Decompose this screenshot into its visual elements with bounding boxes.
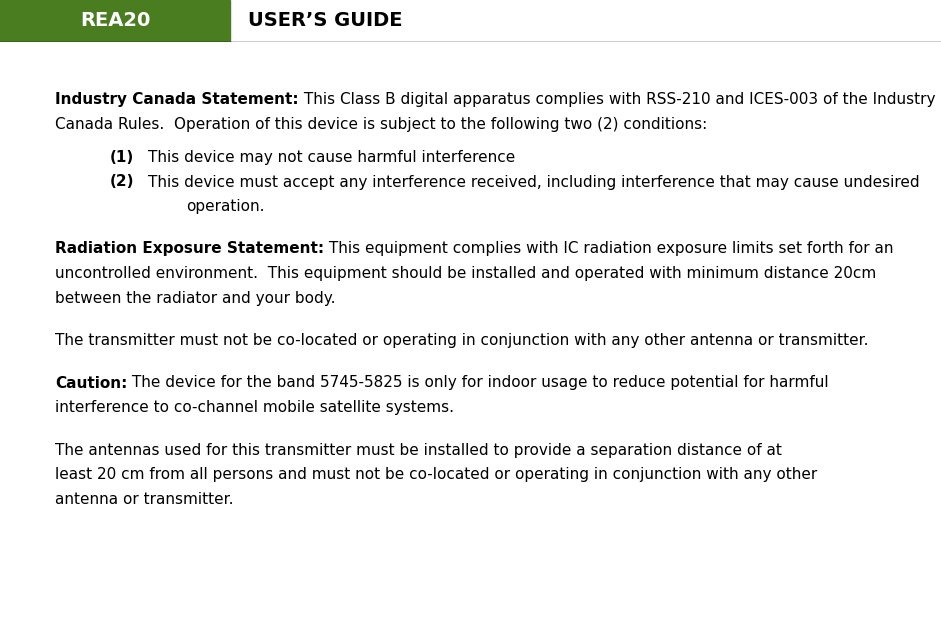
Text: Industry Canada Statement:: Industry Canada Statement: [55, 92, 298, 107]
Text: The antennas used for this transmitter must be installed to provide a separation: The antennas used for this transmitter m… [55, 442, 782, 457]
Bar [0, 0, 230, 42]
Text: Radiation Exposure Statement:: Radiation Exposure Statement: [55, 242, 324, 257]
Text: (2): (2) [110, 174, 135, 189]
Text: least 20 cm from all persons and must not be co-located or operating in conjunct: least 20 cm from all persons and must no… [55, 467, 817, 482]
Text: uncontrolled environment.  This equipment should be installed and operated with : uncontrolled environment. This equipment… [55, 266, 876, 281]
Text: This Class B digital apparatus complies with RSS-210 and ICES-003 of the Industr: This Class B digital apparatus complies … [298, 92, 935, 107]
Text: between the radiator and your body.: between the radiator and your body. [55, 291, 336, 306]
Text: The device for the band 5745-5825 is only for indoor usage to reduce potential f: The device for the band 5745-5825 is onl… [127, 376, 829, 391]
Text: operation.: operation. [186, 199, 264, 214]
Text: The transmitter must not be co-located or operating in conjunction with any othe: The transmitter must not be co-located o… [55, 333, 869, 348]
Text: This device may not cause harmful interference: This device may not cause harmful interf… [148, 150, 516, 165]
Text: Caution:: Caution: [55, 376, 127, 391]
Text: This device must accept any interference received, including interference that m: This device must accept any interference… [148, 174, 919, 189]
Text: This equipment complies with IC radiation exposure limits set forth for an: This equipment complies with IC radiatio… [324, 242, 894, 257]
Text: REA20: REA20 [80, 11, 151, 30]
Text: interference to co-channel mobile satellite systems.: interference to co-channel mobile satell… [55, 400, 454, 415]
Text: USER’S GUIDE: USER’S GUIDE [248, 11, 403, 30]
Text: (1): (1) [110, 150, 135, 165]
Text: antenna or transmitter.: antenna or transmitter. [55, 491, 233, 506]
Text: Canada Rules.  Operation of this device is subject to the following two (2) cond: Canada Rules. Operation of this device i… [55, 116, 708, 131]
